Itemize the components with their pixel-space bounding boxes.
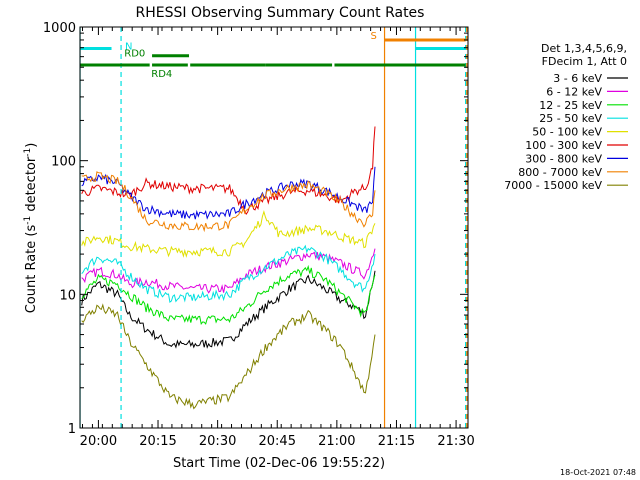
state-bar-label-2: RD4 <box>151 69 172 80</box>
x-axis-label: Start Time (02-Dec-06 19:55:22) <box>173 456 385 471</box>
series-line-7 <box>81 171 376 233</box>
state-bar-label-0: N <box>125 42 132 53</box>
x-tick-label-1: 20:15 <box>139 434 176 449</box>
y-tick-label-2: 100 <box>51 155 76 170</box>
legend-entry-label-0: 3 - 6 keV <box>553 72 602 85</box>
legend-entry-label-8: 7000 - 15000 keV <box>504 179 602 192</box>
legend-entry-label-1: 6 - 12 keV <box>546 85 602 98</box>
legend-entry-label-5: 100 - 300 keV <box>525 139 602 152</box>
y-axis-label: Count Rate (s-1 detector-1) <box>23 143 39 314</box>
legend-entry-label-2: 12 - 25 keV <box>539 99 602 112</box>
legend-entry-label-3: 25 - 50 keV <box>539 112 602 125</box>
y-axis-label-main: Count Rate (s <box>24 225 39 314</box>
y-tick-label-3: 1000 <box>43 21 76 36</box>
y-axis-label-end: ) <box>24 143 39 148</box>
legend-entry-label-4: 50 - 100 keV <box>532 126 602 139</box>
y-tick-label-0: 1 <box>68 422 76 437</box>
y-axis-label-sup2: -1 <box>23 148 33 157</box>
x-tick-label-6: 21:30 <box>437 434 474 449</box>
legend-entry-label-6: 300 - 800 keV <box>525 152 602 165</box>
legend: Det 1,3,4,5,6,9, FDecim 1, Att 0 3 - 6 k… <box>504 42 628 192</box>
series-line-6 <box>81 166 376 220</box>
x-tick-label-3: 20:45 <box>259 434 296 449</box>
chart-title: RHESSI Observing Summary Count Rates <box>136 5 425 21</box>
legend-entry-label-7: 800 - 7000 keV <box>518 166 602 179</box>
y-axis-label-sup1: -1 <box>23 216 33 225</box>
y-tick-label-1: 10 <box>59 288 76 303</box>
x-tick-label-4: 21:00 <box>318 434 355 449</box>
legend-header-line-1: Det 1,3,4,5,6,9, <box>541 42 627 55</box>
legend-header-line-2: FDecim 1, Att 0 <box>542 55 627 68</box>
series-line-5 <box>81 126 376 216</box>
series-line-4 <box>81 209 376 258</box>
series-line-2 <box>81 264 376 325</box>
x-tick-label-0: 20:00 <box>80 434 117 449</box>
x-tick-label-2: 20:30 <box>199 434 236 449</box>
series-line-8 <box>81 303 376 410</box>
x-tick-label-5: 21:15 <box>378 434 415 449</box>
state-bar-label-1: RD0 <box>124 49 145 60</box>
plot-frame <box>79 26 469 429</box>
series-line-3 <box>81 244 376 303</box>
y-axis-label-mid: detector <box>24 156 39 216</box>
series-line-0 <box>81 270 376 349</box>
footer-date: 18-Oct-2021 07:48 <box>560 468 636 477</box>
state-bar-label-3: S <box>371 31 377 42</box>
series-line-1 <box>81 248 376 294</box>
